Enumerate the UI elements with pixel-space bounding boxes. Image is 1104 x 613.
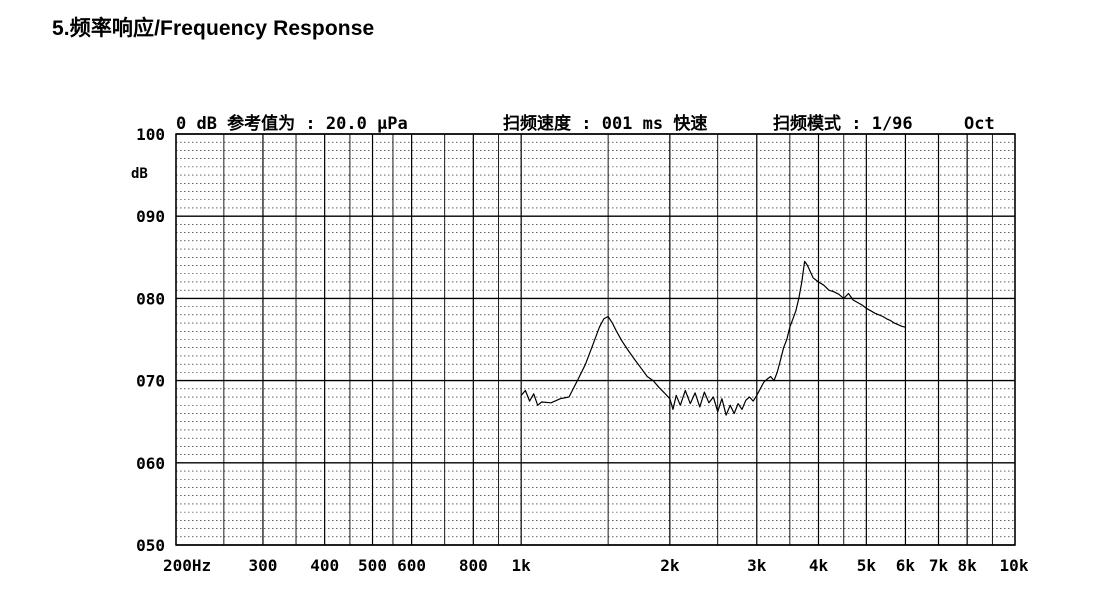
x-tick-labels: 200Hz 300 400 500 600 800 1k 2k 3k 4k 5k 6k 7k 8k 10k	[163, 556, 1029, 575]
y-tick-label: 080	[136, 289, 165, 308]
page-title: 5.频率响应/Frequency Response	[52, 17, 375, 40]
x-tick-label: 1k	[512, 556, 532, 575]
y-tick-label: 060	[136, 454, 165, 473]
y-tick-label: 100	[136, 125, 165, 144]
x-tick-label: 300	[249, 556, 278, 575]
x-tick-label: 500	[358, 556, 387, 575]
y-tick-label: 050	[136, 536, 165, 555]
minor-gridlines	[176, 141, 1015, 538]
major-gridlines	[175, 133, 1016, 546]
x-tick-label: 200Hz	[163, 556, 211, 575]
x-tick-label: 6k	[896, 556, 916, 575]
x-tick-label: 400	[310, 556, 339, 575]
series-group	[520, 260, 906, 416]
x-tick-label: 3k	[747, 556, 767, 575]
x-tick-label: 7k	[929, 556, 949, 575]
x-tick-label: 600	[397, 556, 426, 575]
plot-frame	[175, 133, 1016, 546]
header-sweep-mode: 扫频模式 : 1/96	[773, 113, 913, 134]
header-oct: Oct	[964, 114, 995, 134]
header-reference: 0 dB 参考值为 : 20.0 μPa	[176, 113, 408, 134]
series-line	[520, 260, 906, 416]
y-tick-label: 070	[136, 372, 165, 391]
x-tick-label: 10k	[1000, 556, 1029, 575]
y-tick-label: 090	[136, 207, 165, 226]
x-tick-label: 8k	[958, 556, 978, 575]
x-tick-label: 4k	[809, 556, 829, 575]
y-tick-labels: 100 090 080 070 060 050	[136, 125, 165, 555]
x-tick-label: 2k	[660, 556, 680, 575]
x-tick-label: 5k	[857, 556, 877, 575]
y-axis-label: dB	[131, 166, 148, 182]
x-tick-label: 800	[459, 556, 488, 575]
header-sweep-speed: 扫频速度 : 001 ms 快速	[503, 113, 707, 134]
